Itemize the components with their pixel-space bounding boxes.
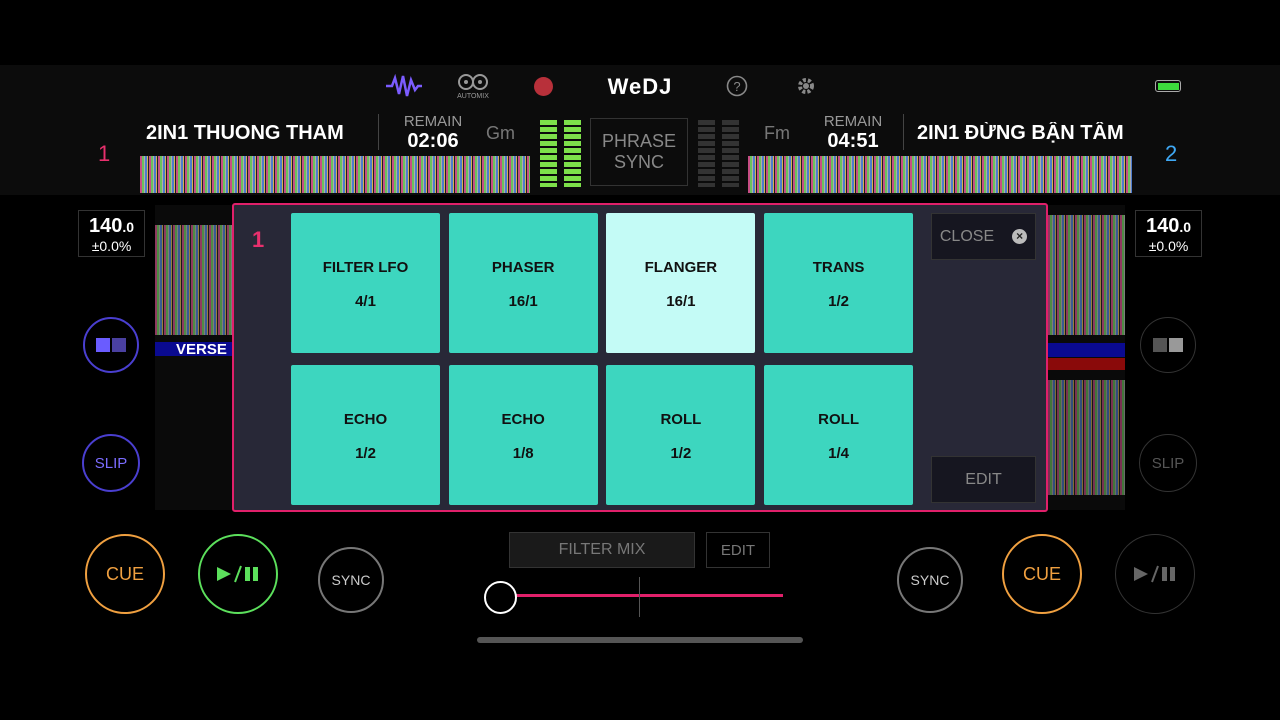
fx-pad[interactable]: ROLL 1/4	[764, 365, 914, 505]
fx-value: 1/4	[828, 445, 850, 462]
waveform	[1048, 380, 1125, 495]
fx-value: 4/1	[355, 293, 376, 310]
track-title: 2IN1 ĐỪNG BẬN TÂM	[917, 122, 1124, 144]
bpm-display: 140.0 ±0.0%	[1135, 210, 1202, 257]
fx-pad[interactable]: ECHO 1/2	[291, 365, 440, 505]
fx-value: 1/2	[355, 445, 376, 462]
phrase-bar	[1048, 343, 1125, 357]
crossfader-track	[500, 594, 783, 597]
remain-label: REMAIN	[403, 113, 463, 130]
waveform	[1048, 215, 1125, 335]
fx-name: FILTER LFO	[322, 259, 409, 276]
close-icon: ×	[1012, 229, 1028, 244]
play-pause-button[interactable]	[1115, 534, 1195, 614]
bpm: 140	[88, 215, 123, 237]
fx-value: 16/1	[666, 293, 696, 310]
fx-name: PHASER	[491, 259, 555, 276]
sync-button[interactable]: SYNC	[897, 547, 963, 613]
pitch: ±0.0%	[91, 238, 132, 254]
level-meter	[564, 120, 581, 187]
bpm: 140	[1145, 215, 1180, 237]
crossfader-center	[639, 577, 640, 617]
phrase-bar	[1048, 358, 1125, 370]
settings-icon[interactable]	[796, 76, 816, 96]
play-pause-button[interactable]	[198, 534, 278, 614]
bpm-decimal: .0	[122, 219, 135, 235]
level-meter	[540, 120, 557, 187]
automix-label: AUTOMIX	[457, 93, 489, 100]
deck-number: 2	[1165, 141, 1178, 166]
bpm-decimal: .0	[1179, 219, 1192, 235]
fx-value: 1/2	[670, 445, 692, 462]
fx-value: 16/1	[508, 293, 538, 310]
fx-pad[interactable]: TRANS 1/2	[764, 213, 914, 353]
key: Gm	[486, 123, 515, 143]
logo: WeDJ	[607, 74, 673, 99]
divider	[378, 114, 379, 150]
crossfader-knob[interactable]	[484, 581, 517, 614]
remain-label: REMAIN	[823, 113, 883, 130]
phrase-label: VERSE	[176, 341, 227, 358]
cue-button[interactable]: CUE	[85, 534, 165, 614]
key: Fm	[764, 123, 790, 143]
waveform	[155, 225, 232, 335]
fx-pad[interactable]: FILTER LFO 4/1	[291, 213, 440, 353]
play-pause-icon	[217, 565, 258, 583]
filter-edit-button[interactable]: EDIT	[706, 532, 770, 568]
fx-name: FLANGER	[644, 259, 718, 276]
slip-button[interactable]: SLIP	[1139, 434, 1197, 492]
divider	[903, 114, 904, 150]
battery-icon	[1155, 80, 1181, 92]
level-meter	[698, 120, 715, 187]
cue-button[interactable]: CUE	[1002, 534, 1082, 614]
phrase-sync-label: SYNC	[613, 152, 664, 172]
sync-button[interactable]: SYNC	[318, 547, 384, 613]
fx-name: ROLL	[660, 411, 702, 428]
fx-name: ROLL	[818, 411, 859, 428]
close-button[interactable]: CLOSE ×	[931, 213, 1036, 260]
pitch: ±0.0%	[1148, 238, 1189, 254]
fx-pad[interactable]: FLANGER 16/1	[606, 213, 756, 353]
overview-waveform[interactable]	[748, 156, 1132, 193]
fx-deck-number: 1	[252, 227, 265, 252]
play-pause-icon	[1134, 565, 1175, 583]
filter-mix-button[interactable]: FILTER MIX	[509, 532, 695, 568]
fx-value: 1/8	[512, 445, 534, 462]
fx-value: 1/2	[828, 293, 850, 310]
remain-time: 02:06	[407, 130, 459, 152]
close-label: CLOSE	[939, 227, 995, 245]
edit-button[interactable]: EDIT	[931, 456, 1036, 503]
mode-button[interactable]	[1140, 317, 1196, 373]
mode-button[interactable]	[83, 317, 139, 373]
phrase-sync-button[interactable]: PHRASE SYNC	[590, 118, 688, 186]
fx-name: ECHO	[343, 411, 388, 428]
svg-text:?: ?	[733, 79, 740, 94]
deck-number: 1	[98, 141, 111, 166]
fx-name: ECHO	[501, 411, 545, 428]
waveform-icon[interactable]	[386, 74, 422, 98]
phrase-bar	[155, 342, 232, 356]
slip-button[interactable]: SLIP	[82, 434, 140, 492]
home-indicator	[477, 637, 803, 643]
help-icon[interactable]: ?	[726, 75, 748, 97]
fx-pad[interactable]: ECHO 1/8	[448, 365, 598, 505]
bpm-display: 140.0 ±0.0%	[78, 210, 145, 257]
record-button[interactable]	[534, 77, 553, 96]
level-meter	[722, 120, 739, 187]
automix-icon[interactable]	[457, 72, 489, 92]
track-title: 2IN1 THUONG THAM	[146, 122, 344, 144]
fx-panel: 1 CLOSE × EDIT FILTER LFO 4/1 PHASER 16/1 FLA…	[232, 203, 1048, 512]
remain-time: 04:51	[827, 130, 879, 152]
fx-pad[interactable]: ROLL 1/2	[606, 365, 756, 505]
overview-waveform[interactable]	[140, 156, 530, 193]
phrase-sync-label: PHRASE	[601, 131, 677, 151]
fx-pad[interactable]: PHASER 16/1	[448, 213, 598, 353]
fx-name: TRANS	[812, 259, 865, 276]
